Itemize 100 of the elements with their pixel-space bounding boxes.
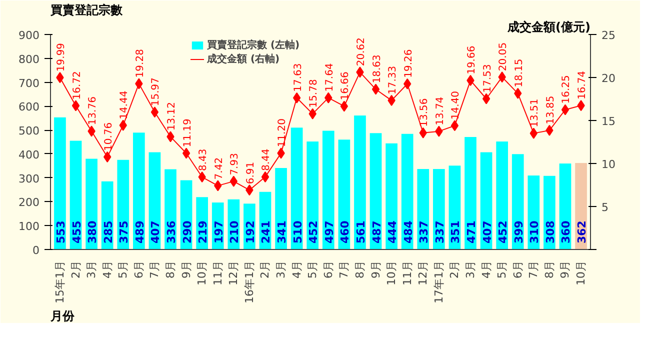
y-tick-label: 600	[18, 100, 40, 114]
bar	[496, 142, 508, 250]
data-label: 561	[354, 220, 368, 244]
data-label: 489	[133, 220, 146, 244]
data-label: 16.74	[577, 70, 588, 100]
x-tick-label: 6月	[511, 260, 524, 278]
y2-tick-label: 5	[602, 201, 608, 214]
bar	[433, 168, 445, 250]
bar	[417, 168, 430, 250]
x-tick-label: 10月	[385, 260, 398, 286]
y2-tick-label: 15	[602, 115, 616, 128]
data-label: 7.42	[214, 157, 225, 180]
x-tick-label: 9月	[180, 260, 193, 278]
data-label: 455	[70, 220, 84, 244]
x-axis-title: 月份	[50, 309, 76, 323]
data-label: 13.56	[419, 98, 430, 127]
bar	[306, 142, 319, 250]
data-label: 471	[465, 220, 478, 244]
data-label: 553	[54, 220, 68, 244]
point	[450, 120, 459, 132]
x-tick-label: 15年1月	[53, 260, 66, 304]
x-tick-label: 9月	[558, 260, 572, 278]
point	[182, 148, 190, 159]
y-tick-label: 300	[18, 172, 40, 186]
data-label: 20.05	[498, 42, 510, 72]
data-label: 19.66	[466, 46, 478, 74]
bar	[117, 160, 130, 250]
data-label: 16.72	[72, 71, 83, 100]
data-label: 19.28	[134, 49, 146, 78]
x-tick-label: 11月	[211, 260, 224, 286]
data-label: 497	[322, 220, 336, 244]
x-tick-label: 11月	[400, 260, 414, 286]
x-tick-label: 4月	[480, 260, 493, 278]
x-tick-label: 4月	[290, 260, 304, 278]
data-label: 341	[276, 220, 289, 244]
point	[198, 172, 206, 182]
data-label: 6.91	[245, 162, 256, 184]
x-tick-label: 12月	[227, 260, 240, 286]
point	[261, 171, 270, 182]
data-label: 241	[260, 220, 273, 244]
x-tick-label: 2月	[69, 260, 82, 278]
bar	[275, 168, 287, 250]
data-label: 510	[291, 220, 304, 244]
data-label: 16.66	[340, 72, 352, 100]
y-tick-label: 900	[18, 29, 40, 42]
bar	[464, 136, 476, 250]
y-tick-label: 800	[18, 52, 40, 66]
data-label: 336	[165, 220, 178, 244]
data-label: 285	[102, 220, 115, 244]
data-label: 8.44	[261, 148, 272, 171]
bar	[354, 115, 366, 250]
bar	[512, 154, 524, 250]
x-tick-label: 5月	[116, 260, 130, 278]
data-label: 13.85	[545, 96, 556, 124]
data-label: 219	[196, 220, 210, 244]
x-tick-label: 6月	[322, 260, 335, 278]
point	[340, 100, 348, 112]
data-label: 17.53	[482, 64, 494, 93]
bar	[133, 132, 145, 250]
data-label: 407	[149, 220, 162, 244]
data-label: 380	[86, 220, 100, 244]
data-label: 310	[528, 220, 542, 244]
data-label: 197	[212, 220, 226, 244]
x-tick-label: 10月	[574, 260, 588, 286]
legend-label: 買賣登記宗數 (左軸)	[207, 38, 300, 52]
data-label: 337	[418, 220, 431, 244]
point	[372, 84, 380, 95]
data-label: 452	[307, 220, 320, 244]
data-label: 11.19	[182, 118, 194, 148]
y-tick-label: 500	[18, 124, 40, 138]
data-label: 10.76	[103, 122, 114, 151]
data-label: 362	[576, 220, 589, 244]
x-tick-label: 2月	[448, 260, 462, 278]
data-label: 210	[228, 220, 242, 244]
point	[561, 104, 570, 116]
data-label: 18.63	[372, 54, 383, 84]
data-label: 290	[180, 220, 194, 244]
data-label: 13.51	[530, 98, 541, 128]
y-tick-label: 200	[18, 196, 40, 210]
data-label: 15.78	[308, 79, 320, 108]
data-label: 452	[496, 220, 510, 244]
data-label: 11.20	[277, 118, 288, 148]
point	[482, 93, 490, 104]
data-label: 19.26	[403, 49, 414, 78]
data-label: 7.93	[230, 153, 241, 176]
data-label: 460	[338, 220, 352, 244]
data-label: 13.76	[88, 96, 99, 126]
y2-tick-label: 10	[602, 158, 616, 171]
data-label: 337	[433, 220, 446, 244]
data-label: 17.63	[292, 63, 304, 92]
data-label: 18.15	[514, 58, 525, 88]
data-label: 399	[512, 220, 526, 244]
legend-label: 成交金額 (右軸)	[207, 52, 280, 66]
data-label: 192	[244, 220, 257, 244]
data-label: 407	[480, 220, 494, 244]
x-tick-label: 10月	[196, 260, 209, 286]
data-label: 375	[118, 220, 131, 244]
data-label: 17.33	[388, 66, 399, 94]
data-label: 14.40	[450, 91, 462, 120]
data-label: 444	[386, 220, 400, 244]
